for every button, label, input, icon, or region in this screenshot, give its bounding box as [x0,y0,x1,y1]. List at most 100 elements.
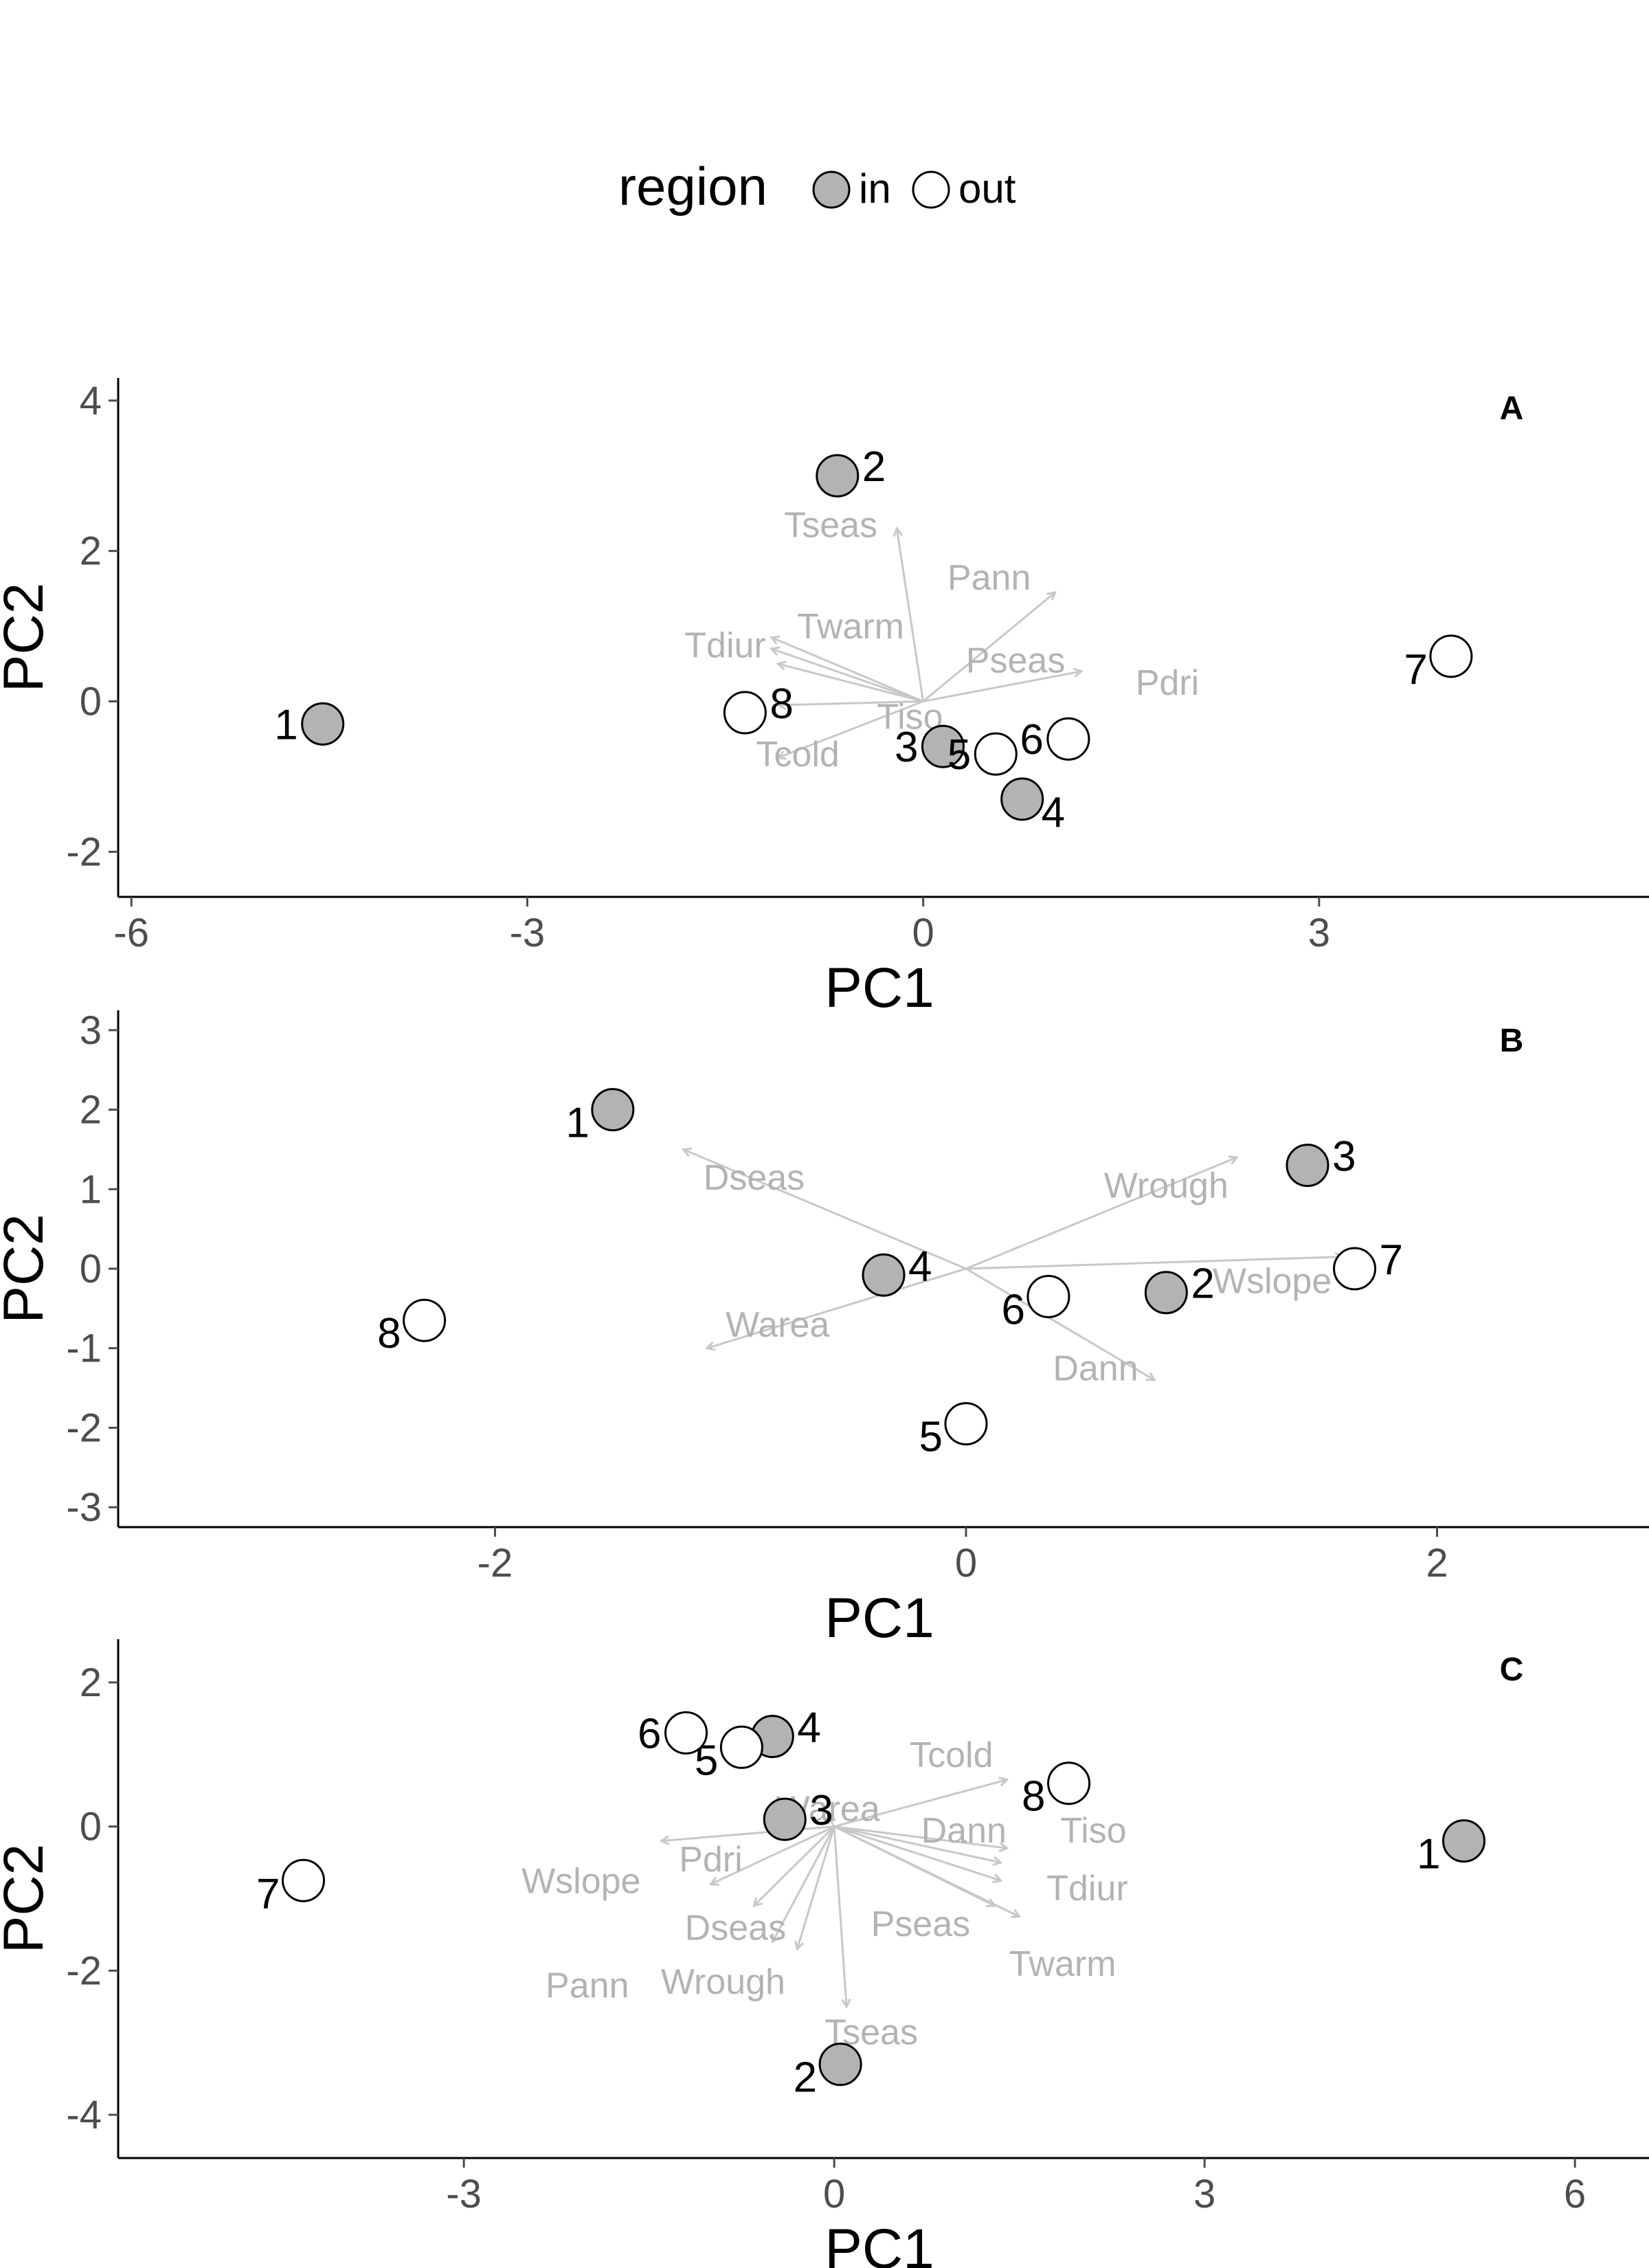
y-tick-label: -4 [66,2093,102,2137]
y-tick-label: 3 [80,1008,102,1053]
loading-label-pseas: Pseas [966,641,1066,680]
point-a-4 [1000,777,1044,821]
point-b-3 [1286,1144,1330,1188]
x-tick-label: -3 [510,911,546,955]
panel-a: -6 -3 0 3 -2 0 2 4 PC1 PC2 A Tseas Pann Twarm Tdiur Pse… [0,378,1649,1019]
loading-label-tseas: Tseas [784,505,877,545]
y-tick-label: 2 [80,1088,102,1133]
point-c-8 [1047,1761,1091,1805]
x-tick-label: 3 [1193,2172,1215,2216]
y-tick-label: 0 [80,1247,102,1291]
loading-label-twarm: Twarm [797,607,904,647]
loading-label-pann: Pann [947,558,1031,598]
legend-swatch-out [912,170,950,209]
loading-arrow-wrough [797,1826,835,1949]
loading-label-tcold: Tcold [756,735,839,775]
point-label-b-3: 3 [1332,1133,1356,1181]
legend-swatch-in [812,170,851,209]
loading-label-tdiur: Tdiur [684,625,765,665]
y-axis-title-c: PC2 [0,1844,55,1954]
point-label-a-8: 8 [770,680,793,728]
point-label-c-1: 1 [1417,1831,1440,1878]
point-label-a-3: 3 [895,724,918,771]
loading-arrow-tdiur [772,649,924,702]
loading-arrow-pann [922,592,1055,702]
point-label-c-4: 4 [797,1704,820,1752]
point-label-a-6: 6 [1020,716,1043,764]
point-label-a-4: 4 [1042,789,1065,836]
point-a-3 [921,724,965,768]
point-b-6 [1027,1274,1070,1318]
loading-arrow-wslope [710,1825,835,1885]
loading-label-tcold: Tcold [910,1735,993,1775]
loading-arrow-pann [772,1825,835,1942]
loading-label-pdri: Pdri [679,1840,742,1880]
loading-arrow-tcold [778,700,924,758]
point-label-c-3: 3 [809,1787,833,1834]
loading-label-dann: Dann [1053,1349,1138,1389]
loading-arrow-warea [828,1816,834,1827]
x-tick-label: 0 [823,2172,845,2216]
point-a-7 [1429,634,1473,678]
point-a-2 [816,454,860,498]
loading-arrow-tiso [778,702,923,705]
loading-arrow-dseas [684,1149,967,1270]
y-tick-label: -2 [66,1948,102,1993]
point-c-3 [763,1797,807,1841]
loading-label-twarm: Twarm [1009,1944,1117,1984]
point-b-1 [591,1088,635,1132]
loading-label-wrough: Wrough [661,1962,785,2002]
loading-arrow-warea [707,1267,967,1348]
x-tick-label: 0 [955,1541,977,1586]
x-tick-label: 0 [912,911,934,955]
y-tick-label: 4 [80,379,102,423]
point-c-1 [1442,1819,1485,1863]
loading-arrow-pdri [923,671,1081,702]
y-tick-label: -1 [66,1326,102,1371]
loading-arrow-tseas [897,529,925,702]
legend-label-in: in [859,166,891,212]
loading-label-tiso: Tiso [1060,1811,1126,1851]
loading-label-dann: Dann [921,1811,1007,1851]
x-axis-title-c: PC1 [824,2218,934,2268]
point-label-a-1: 1 [274,701,298,748]
point-label-b-4: 4 [908,1243,932,1290]
point-a-8 [723,691,767,735]
loading-label-pdri: Pdri [1136,663,1199,703]
y-tick-label: 0 [80,680,102,724]
y-axis-title-a: PC2 [0,583,55,693]
point-label-c-8: 8 [1022,1773,1045,1821]
x-tick-label: 2 [1426,1541,1448,1586]
panel-tag-b: B [1500,1023,1524,1059]
point-c-6 [664,1711,708,1755]
legend-label-out: out [958,166,1016,212]
point-label-c-7: 7 [256,1870,280,1917]
panel-tag-a: A [1500,390,1524,427]
x-tick-label: -6 [113,911,149,955]
point-label-a-7: 7 [1404,646,1427,693]
loading-arrow-dseas [754,1825,835,1906]
point-b-4 [862,1253,906,1297]
loading-label-wslope: Wslope [521,1861,640,1901]
loading-label-warea: Warea [726,1305,829,1345]
loading-arrow-tseas [833,1826,846,2007]
legend: region in out [618,156,1016,216]
loading-arrow-tcold [833,1779,1007,1828]
y-tick-label: 0 [80,1805,102,1849]
point-label-b-7: 7 [1380,1236,1403,1284]
point-label-b-2: 2 [1191,1260,1214,1308]
loading-arrow-pdri [662,1825,835,1841]
y-tick-label: 1 [80,1167,102,1212]
point-b-7 [1333,1247,1377,1291]
loading-arrow-tdiur [833,1825,1001,1881]
point-c-7 [282,1858,326,1902]
point-label-b-8: 8 [377,1310,401,1357]
point-c-5 [719,1725,763,1769]
point-b-2 [1144,1271,1188,1315]
x-tick-label: 3 [1308,911,1330,955]
loading-arrow-dann [833,1825,1007,1848]
loading-label-dseas: Dseas [704,1158,805,1198]
point-a-1 [301,702,345,746]
